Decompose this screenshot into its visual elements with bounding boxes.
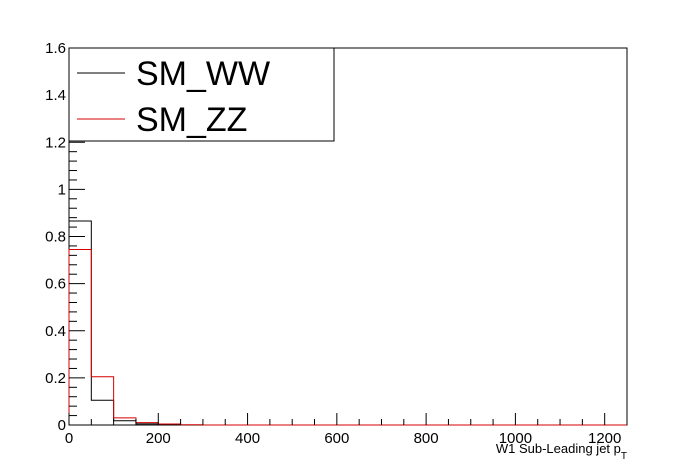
axes-group: 0 200 400 600 800 1000 1200 0 0.2 0.4 0.6 0.8 1 1.2 1.… [45,40,628,462]
series-group [68,220,627,426]
series-line-sm-ww [68,220,627,426]
y-tick-label: 0 [58,417,66,434]
x-axis-title-main: W1 Sub-Leading jet p [496,441,621,456]
x-axis-title-subscript: T [621,451,627,462]
y-tick-label: 0.8 [45,229,66,246]
y-tick-label: 0.2 [45,370,66,387]
x-tick-label: 1200 [588,430,621,447]
x-tick-label: 400 [235,430,260,447]
y-tick-label: 0.4 [45,323,66,340]
x-axis-title: W1 Sub-Leading jet pT [496,441,627,462]
legend-label: SM_ZZ [136,101,247,139]
x-tick-label: 1000 [499,430,532,447]
x-tick-label: 0 [65,430,73,447]
y-tick-label: 1.2 [45,134,66,151]
y-tick-label: 0.6 [45,276,66,293]
legend: SM_WW SM_ZZ [68,47,335,142]
y-tick-label: 1 [58,181,66,198]
y-tick-label: 1.6 [45,40,66,57]
legend-label: SM_WW [136,55,270,93]
x-tick-label: 200 [146,430,171,447]
x-tick-label: 600 [324,430,349,447]
legend-box [68,47,335,142]
series-line-sm-zz [68,248,627,426]
y-tick-label: 1.4 [45,87,66,104]
x-tick-label: 800 [414,430,439,447]
